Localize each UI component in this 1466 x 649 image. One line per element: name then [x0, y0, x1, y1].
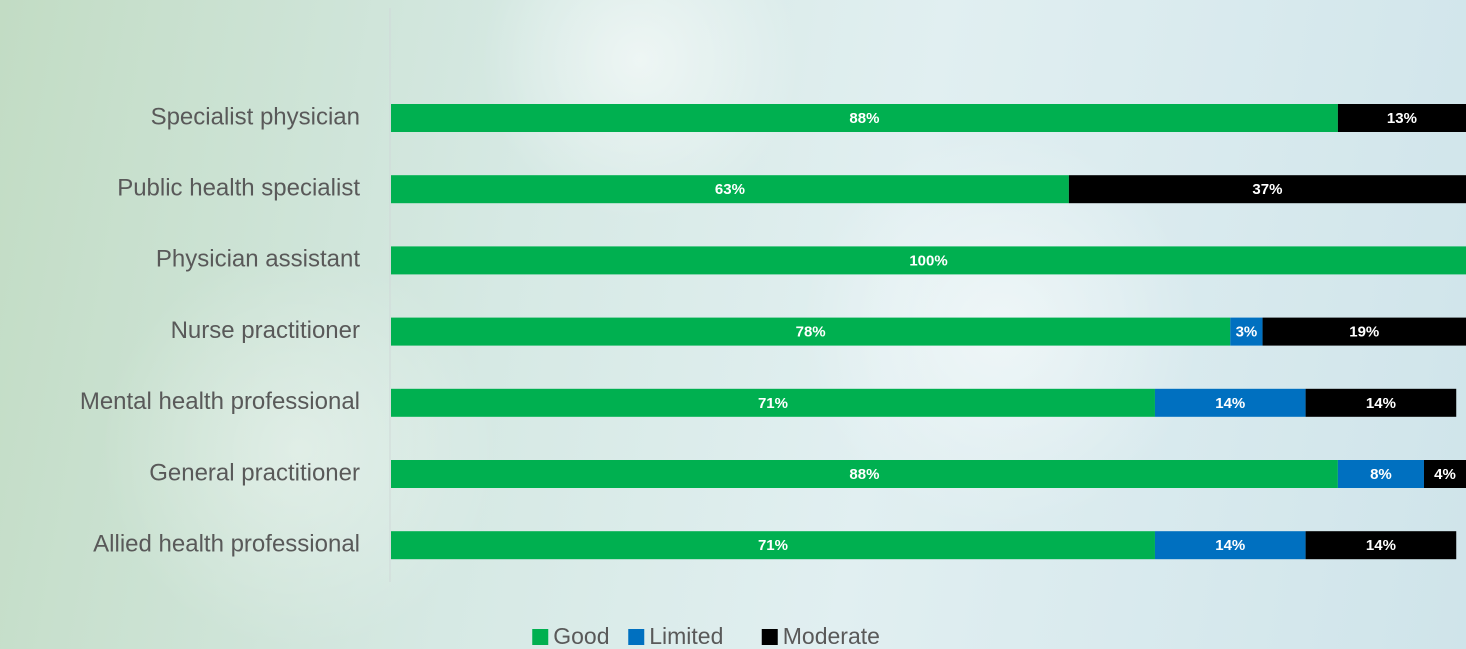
data-label: 88%	[849, 110, 879, 127]
data-label: 63%	[715, 181, 745, 198]
category-label: Mental health professional	[80, 388, 360, 415]
bar-segment	[1262, 317, 1466, 346]
category-label: Specialist physician	[151, 103, 360, 130]
bar-segment	[391, 175, 1069, 204]
bar-segment	[391, 246, 1466, 275]
data-label: 71%	[758, 537, 788, 554]
bar-segment	[1230, 317, 1263, 346]
bar-segment	[1305, 531, 1457, 560]
legend-swatch	[761, 629, 778, 645]
legend-label: Good	[553, 623, 609, 649]
data-label: 78%	[796, 324, 826, 341]
data-label: 14%	[1215, 537, 1245, 554]
data-label: 19%	[1349, 324, 1379, 341]
category-label: Physician assistant	[156, 246, 360, 273]
bar-segment	[1423, 460, 1466, 488]
category-label: General practitioner	[149, 459, 360, 486]
bar-segment	[391, 531, 1155, 560]
legend-label: Moderate	[783, 623, 880, 649]
bar-segment	[1068, 175, 1466, 204]
data-label: 88%	[849, 466, 879, 483]
data-label: 100%	[909, 252, 947, 269]
data-label: 14%	[1215, 395, 1245, 412]
bar-segment	[1154, 531, 1306, 560]
data-label: 71%	[758, 395, 788, 412]
data-label: 4%	[1434, 466, 1456, 483]
data-label: 8%	[1370, 466, 1392, 483]
legend-swatch	[532, 629, 549, 645]
bar-segment	[1154, 388, 1306, 417]
data-label: 3%	[1236, 324, 1258, 341]
data-label: 13%	[1387, 110, 1417, 127]
bar-segment	[1305, 388, 1457, 417]
bar-segment	[391, 388, 1155, 417]
category-label: Public health specialist	[117, 175, 360, 202]
bar-segment	[1337, 104, 1466, 132]
legend-swatch	[628, 629, 645, 645]
bar-segment	[391, 104, 1338, 132]
category-label: Nurse practitioner	[171, 317, 360, 344]
data-label: 14%	[1366, 537, 1396, 554]
data-label: 14%	[1366, 395, 1396, 412]
bar-segment	[391, 317, 1231, 346]
legend-label: Limited	[649, 623, 723, 649]
bar-segment	[1337, 460, 1424, 488]
bar-segment	[391, 460, 1338, 488]
data-label: 37%	[1252, 181, 1282, 198]
category-label: Allied health professional	[93, 531, 360, 558]
